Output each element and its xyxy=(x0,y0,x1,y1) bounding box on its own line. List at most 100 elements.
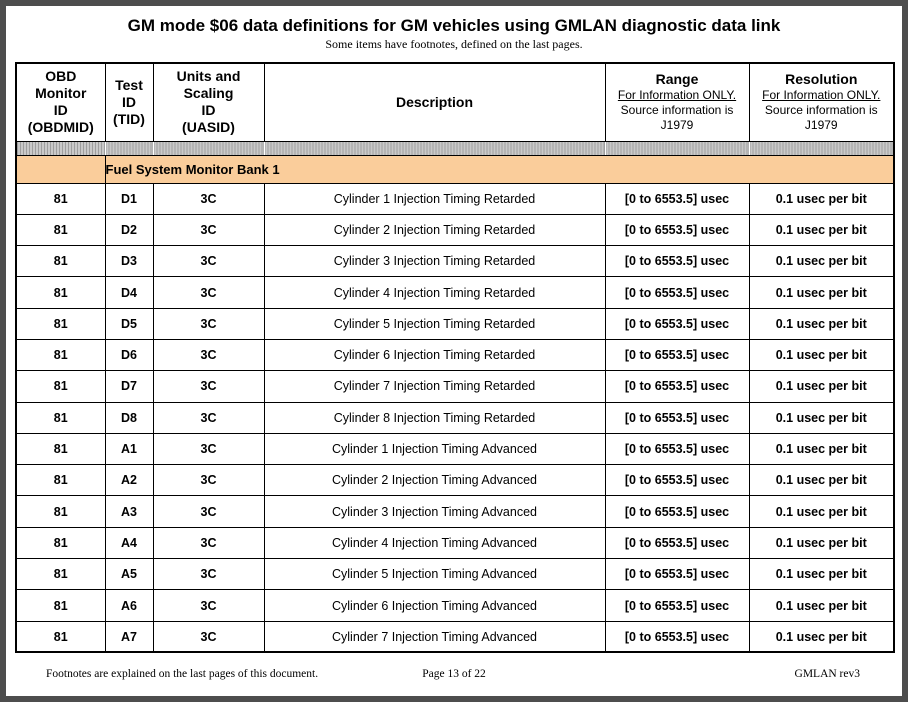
cell-resolution: 0.1 usec per bit xyxy=(748,338,895,372)
cell-tid: D5 xyxy=(104,307,154,340)
cell-tid: A4 xyxy=(104,526,154,560)
cell-range: [0 to 6553.5] usec xyxy=(604,432,750,466)
cell-description: Cylinder 5 Injection Timing Retarded xyxy=(263,307,606,340)
table-row: 81 D3 3C Cylinder 3 Injection Timing Ret… xyxy=(15,245,895,278)
cell-tid: A2 xyxy=(104,464,154,497)
cell-uasid: 3C xyxy=(152,401,265,434)
cell-description: Cylinder 8 Injection Timing Retarded xyxy=(263,401,606,434)
document-subtitle: Some items have footnotes, defined on th… xyxy=(325,37,583,51)
cell-tid: A3 xyxy=(104,495,154,528)
table-header-row: OBD Monitor ID (OBDMID) Test ID (TID) Un… xyxy=(15,62,895,142)
cell-obdmid: 81 xyxy=(15,526,106,560)
header-resolution-title: Resolution xyxy=(785,71,858,88)
cell-resolution: 0.1 usec per bit xyxy=(748,589,895,622)
header-description-label: Description xyxy=(395,93,473,110)
cell-description: Cylinder 6 Injection Timing Retarded xyxy=(263,338,606,372)
header-obdmid-label: OBD Monitor ID (OBDMID) xyxy=(27,68,94,136)
cell-obdmid: 81 xyxy=(15,589,106,622)
cell-obdmid: 81 xyxy=(15,620,106,653)
cell-obdmid: 81 xyxy=(15,213,106,247)
cell-uasid: 3C xyxy=(152,370,265,403)
cell-uasid: 3C xyxy=(152,307,265,340)
cell-description: Cylinder 3 Injection Timing Advanced xyxy=(263,495,606,528)
table-row: 81 D2 3C Cylinder 2 Injection Timing Ret… xyxy=(15,213,895,247)
cell-range: [0 to 6553.5] usec xyxy=(604,370,750,403)
table-row: 81 A1 3C Cylinder 1 Injection Timing Adv… xyxy=(15,432,895,466)
table-row: 81 D6 3C Cylinder 6 Injection Timing Ret… xyxy=(15,338,895,372)
cell-range: [0 to 6553.5] usec xyxy=(604,464,750,497)
cell-description: Cylinder 2 Injection Timing Advanced xyxy=(263,464,606,497)
cell-description: Cylinder 6 Injection Timing Advanced xyxy=(263,589,606,622)
cell-resolution: 0.1 usec per bit xyxy=(748,558,895,591)
header-tid: Test ID (TID) xyxy=(104,62,154,142)
cell-range: [0 to 6553.5] usec xyxy=(604,307,750,340)
cell-obdmid: 81 xyxy=(15,495,106,528)
header-resolution-source: Source information is J1979 xyxy=(764,103,878,133)
cell-uasid: 3C xyxy=(152,432,265,466)
cell-range: [0 to 6553.5] usec xyxy=(604,213,750,247)
cell-description: Cylinder 7 Injection Timing Retarded xyxy=(263,370,606,403)
cell-obdmid: 81 xyxy=(15,307,106,340)
section-band-spacer-cell xyxy=(15,154,106,184)
cell-range: [0 to 6553.5] usec xyxy=(604,276,750,309)
header-range: Range For Information ONLY. Source infor… xyxy=(604,62,750,142)
cell-tid: D8 xyxy=(104,401,154,434)
cell-uasid: 3C xyxy=(152,558,265,591)
cell-resolution: 0.1 usec per bit xyxy=(748,620,895,653)
cell-uasid: 3C xyxy=(152,276,265,309)
cell-resolution: 0.1 usec per bit xyxy=(748,276,895,309)
header-resolution-note: For Information ONLY. xyxy=(762,88,881,103)
cell-obdmid: 81 xyxy=(15,182,106,215)
cell-uasid: 3C xyxy=(152,245,265,278)
table-row: 81 A6 3C Cylinder 6 Injection Timing Adv… xyxy=(15,589,895,622)
header-tid-label: Test ID (TID) xyxy=(113,76,145,127)
cell-obdmid: 81 xyxy=(15,432,106,466)
cell-obdmid: 81 xyxy=(15,464,106,497)
cell-range: [0 to 6553.5] usec xyxy=(604,338,750,372)
footer-revision: GMLAN rev3 xyxy=(794,668,860,680)
table-row: 81 A7 3C Cylinder 7 Injection Timing Adv… xyxy=(15,620,895,653)
cell-description: Cylinder 3 Injection Timing Retarded xyxy=(263,245,606,278)
header-resolution: Resolution For Information ONLY. Source … xyxy=(748,62,895,142)
cell-obdmid: 81 xyxy=(15,338,106,372)
cell-resolution: 0.1 usec per bit xyxy=(748,307,895,340)
section-band-row: Fuel System Monitor Bank 1 xyxy=(15,154,895,184)
document-page: GM mode $06 data definitions for GM vehi… xyxy=(6,6,902,696)
cell-resolution: 0.1 usec per bit xyxy=(748,182,895,215)
footer-page-number: Page 13 of 22 xyxy=(422,668,486,680)
cell-range: [0 to 6553.5] usec xyxy=(604,401,750,434)
table-row: 81 D5 3C Cylinder 5 Injection Timing Ret… xyxy=(15,307,895,340)
cell-tid: A6 xyxy=(104,589,154,622)
cell-tid: A1 xyxy=(104,432,154,466)
cell-uasid: 3C xyxy=(152,589,265,622)
cell-description: Cylinder 5 Injection Timing Advanced xyxy=(263,558,606,591)
separator-cell xyxy=(15,140,106,156)
cell-tid: A7 xyxy=(104,620,154,653)
separator-cell xyxy=(152,140,265,156)
cell-range: [0 to 6553.5] usec xyxy=(604,526,750,560)
cell-resolution: 0.1 usec per bit xyxy=(748,432,895,466)
table-row: 81 D8 3C Cylinder 8 Injection Timing Ret… xyxy=(15,401,895,434)
cell-range: [0 to 6553.5] usec xyxy=(604,245,750,278)
cell-description: Cylinder 4 Injection Timing Retarded xyxy=(263,276,606,309)
cell-description: Cylinder 7 Injection Timing Advanced xyxy=(263,620,606,653)
cell-resolution: 0.1 usec per bit xyxy=(748,245,895,278)
cell-obdmid: 81 xyxy=(15,245,106,278)
header-range-note: For Information ONLY. xyxy=(617,88,737,103)
table-row: 81 A5 3C Cylinder 5 Injection Timing Adv… xyxy=(15,558,895,591)
separator-cell xyxy=(604,140,750,156)
footer-footnote-text: Footnotes are explained on the last page… xyxy=(46,668,319,680)
separator-cell xyxy=(748,140,895,156)
cell-tid: D2 xyxy=(104,213,154,247)
cell-uasid: 3C xyxy=(152,464,265,497)
header-obdmid: OBD Monitor ID (OBDMID) xyxy=(15,62,106,142)
separator-cell xyxy=(263,140,606,156)
cell-tid: A5 xyxy=(104,558,154,591)
section-band-label: Fuel System Monitor Bank 1 xyxy=(104,154,895,184)
table-row: 81 A3 3C Cylinder 3 Injection Timing Adv… xyxy=(15,495,895,528)
cell-tid: D7 xyxy=(104,370,154,403)
header-description: Description xyxy=(263,62,606,142)
table-row: 81 A2 3C Cylinder 2 Injection Timing Adv… xyxy=(15,464,895,497)
cell-range: [0 to 6553.5] usec xyxy=(604,558,750,591)
cell-description: Cylinder 1 Injection Timing Retarded xyxy=(263,182,606,215)
